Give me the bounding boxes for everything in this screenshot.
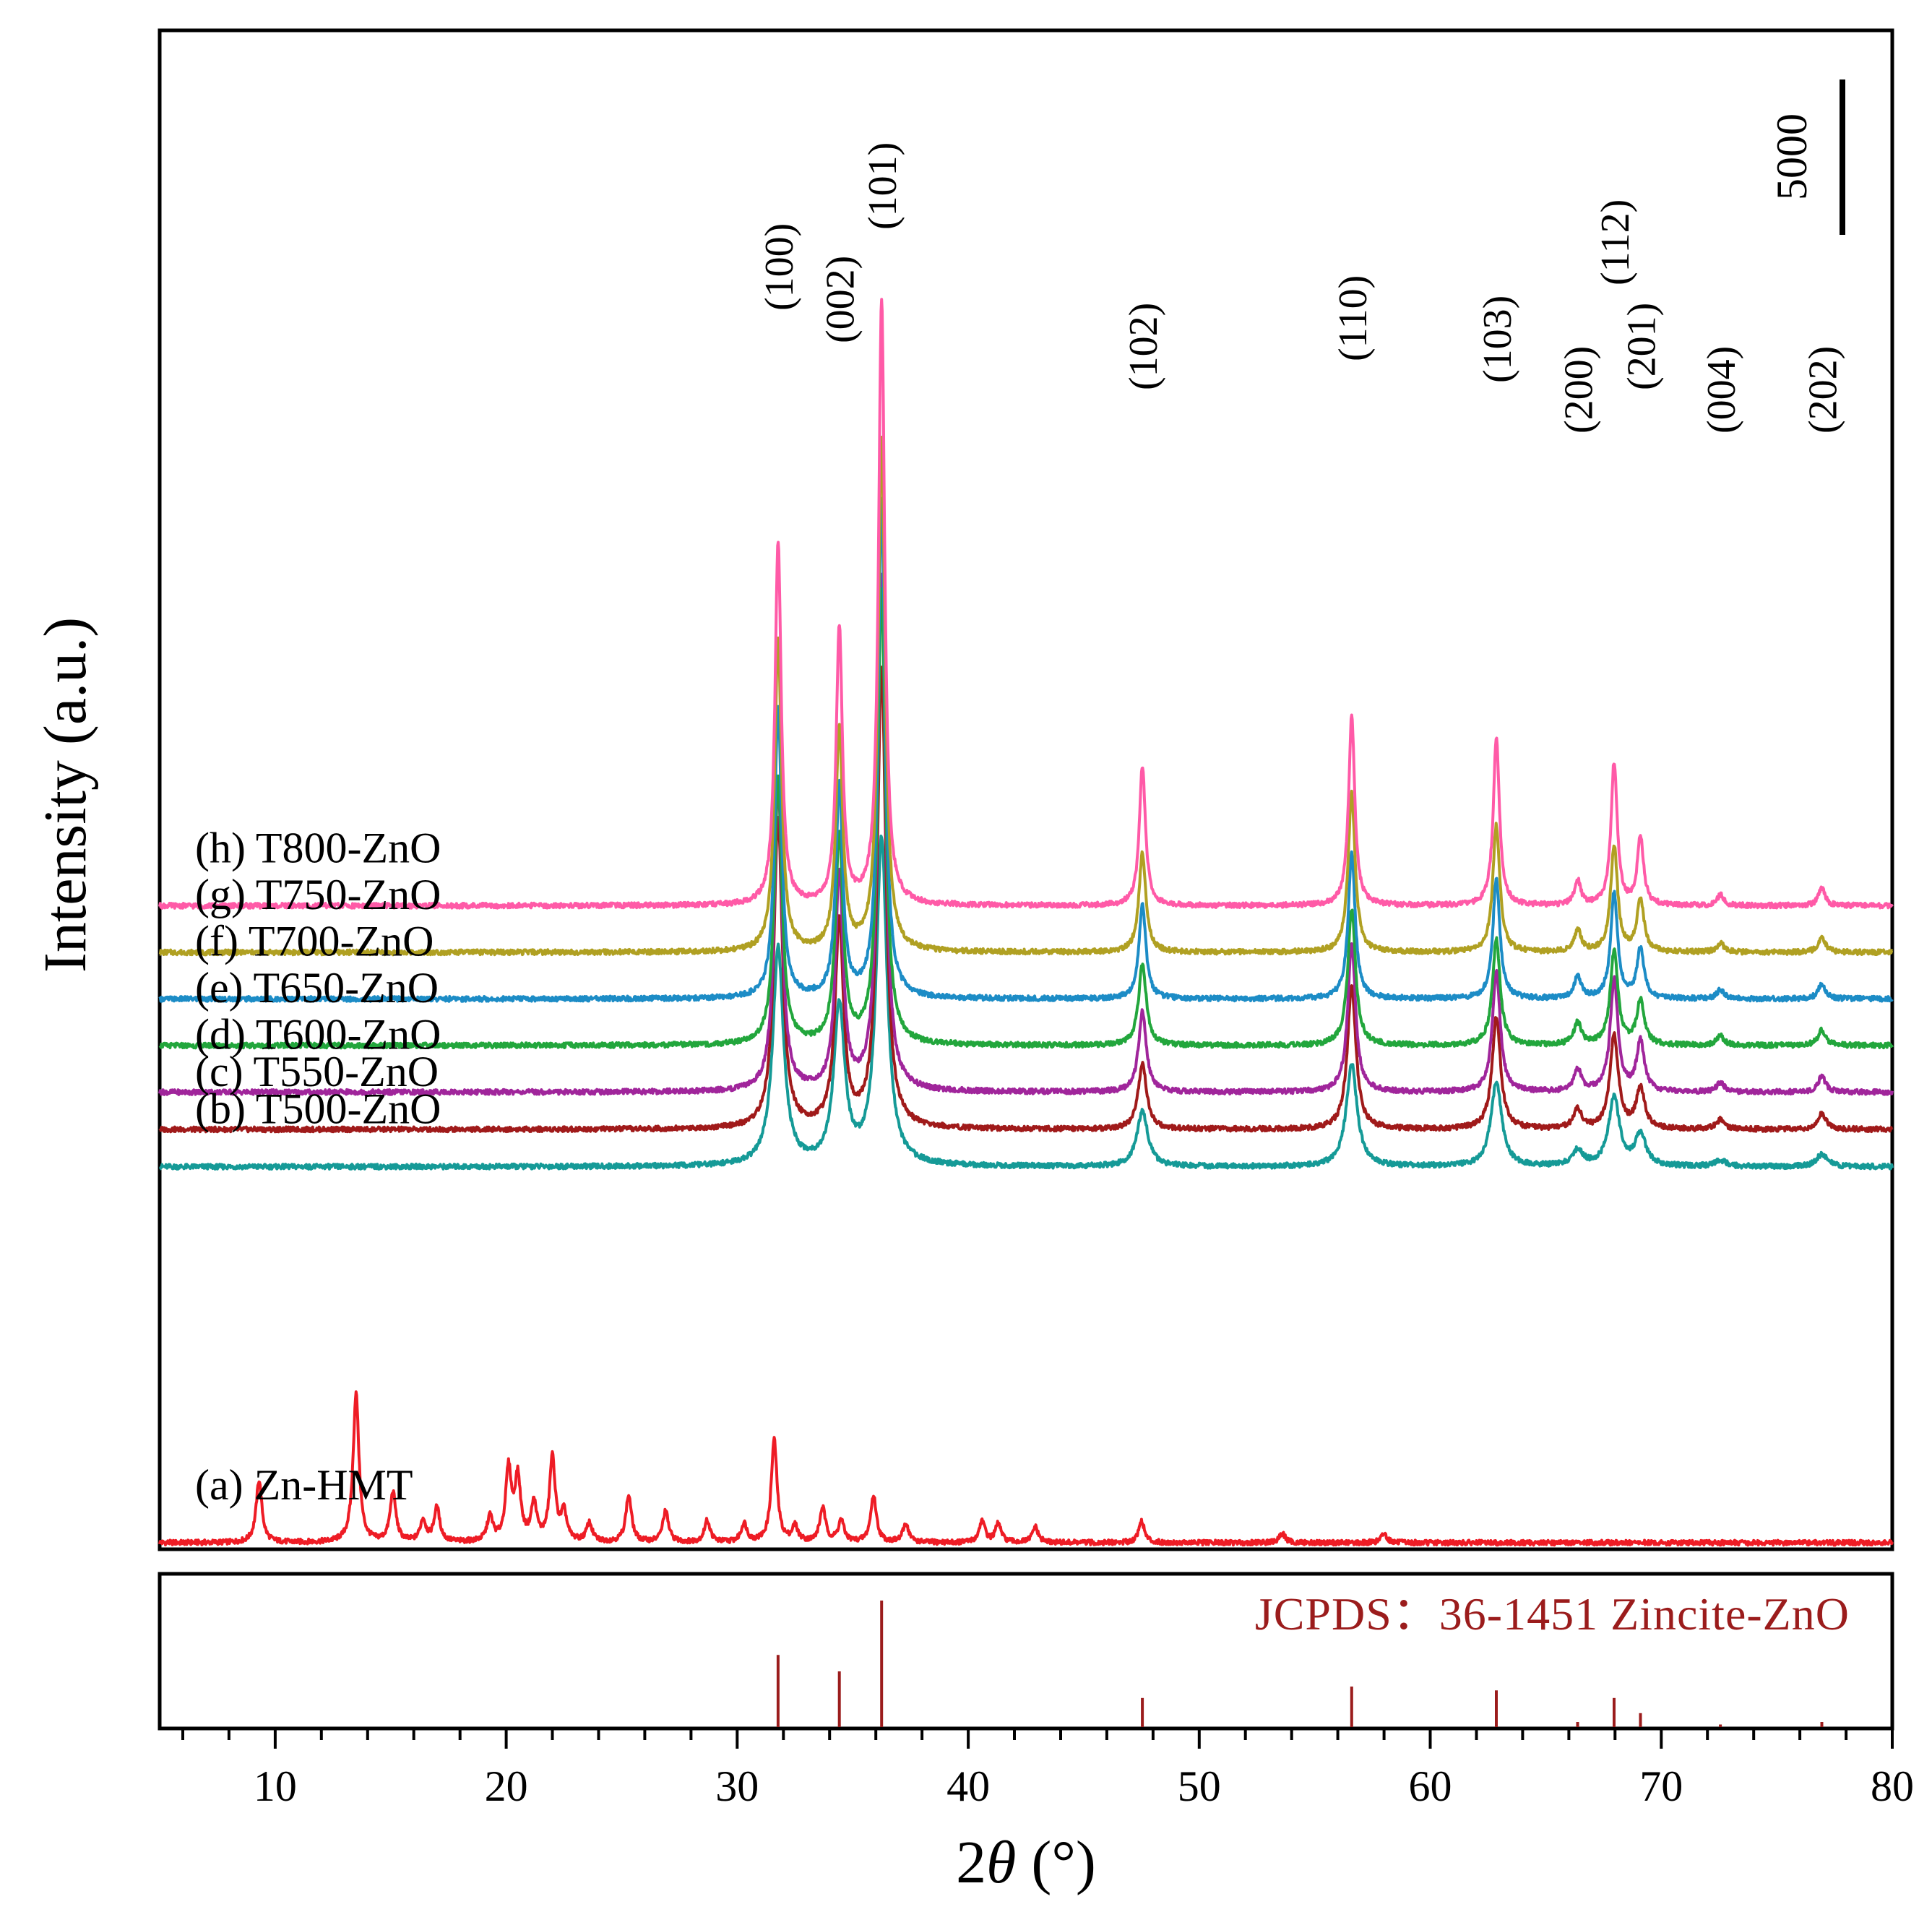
reference-stick-layer [776,1601,1824,1727]
series-a-zn-hmt-label: (a) Zn-HMT [195,1461,413,1509]
hkl-label-layer: (100) (002) (101) (102) (110) (103) (200) (112)… [757,142,1846,434]
x-tick-label-80: 80 [1871,1762,1914,1810]
x-axis-title-prefix: 2 [956,1829,986,1896]
x-tick-label-20: 20 [485,1762,528,1810]
series-f-t700-zno [158,496,1894,1003]
y-axis-title: Intensity (a.u.) [32,617,99,973]
x-axis-title-theta: θ [986,1829,1016,1896]
x-tick-label-30: 30 [715,1762,759,1810]
series-layer [158,298,1894,1547]
series-b-t500-zno [158,835,1894,1171]
x-axis-title: 2θ (°) [956,1829,1096,1896]
hkl-label-200: (200) [1557,346,1602,434]
series-label-layer: (a) Zn-HMT (b) T500-ZnO(c) T550-ZnO(d) T6… [195,824,441,1510]
x-axis-ticks: 10 20 30 40 50 60 70 80 [181,1728,1914,1810]
hkl-label-110: (110) [1331,275,1376,361]
hkl-label-103: (103) [1475,296,1520,383]
reference-plot-frame [158,1572,1894,1731]
series-b-t500-zno-label: (b) T500-ZnO [195,1085,441,1133]
series-h-t800-zno [158,298,1894,910]
series-d-t600-zno [158,572,1894,1096]
series-c-t550-zno [158,666,1894,1134]
series-c-t550-zno-label: (c) T550-ZnO [195,1048,439,1095]
hkl-label-100: (100) [757,223,802,311]
x-tick-label-50: 50 [1178,1762,1221,1810]
hkl-label-112: (112) [1593,199,1638,285]
series-d-t600-zno-label: (d) T600-ZnO [195,1011,441,1059]
reference-label: JCPDS：36-1451 Zincite-ZnO [1255,1588,1850,1640]
x-tick-label-70: 70 [1639,1762,1683,1810]
series-g-t750-zno [158,436,1894,957]
hkl-label-202: (202) [1801,346,1846,434]
hkl-label-004: (004) [1699,346,1744,434]
series-e-t650-zno-label: (e) T650-ZnO [195,964,439,1012]
series-e-t650-zno [158,587,1894,1050]
x-tick-label-10: 10 [254,1762,297,1810]
x-tick-label-40: 40 [946,1762,990,1810]
x-tick-label-60: 60 [1409,1762,1452,1810]
series-g-t750-zno-label: (g) T750-ZnO [195,871,441,918]
main-plot-frame [158,28,1894,1551]
series-h-t800-zno-label: (h) T800-ZnO [195,824,441,872]
series-f-t700-zno-label: (f) T700-ZnO [195,918,434,965]
x-axis-title-unit: (°) [1016,1829,1096,1896]
hkl-label-101: (101) [861,142,905,230]
hkl-label-002: (002) [819,256,863,343]
hkl-label-102: (102) [1121,303,1166,390]
scale-bar-label: 5000 [1768,113,1816,200]
hkl-label-201: (201) [1620,303,1665,390]
series-a-zn-hmt [158,1390,1894,1547]
